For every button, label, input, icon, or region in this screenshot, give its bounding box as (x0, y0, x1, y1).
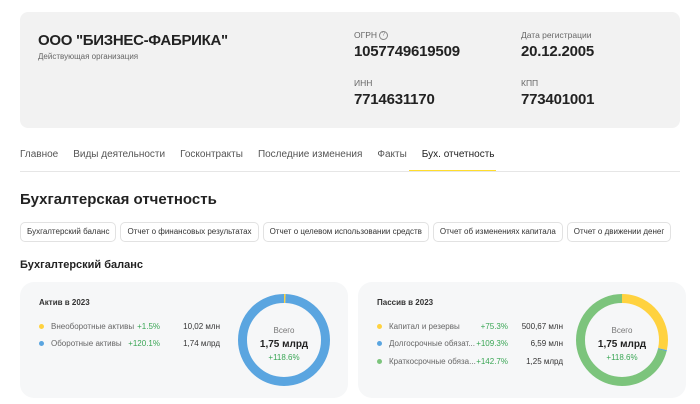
legend-amount: 10,02 млн (183, 321, 220, 331)
liabilities-card: Пассив в 2023 Капитал и резервы +75.3% 500… (358, 282, 686, 398)
legend-name: Внеоборотные активы (51, 321, 135, 331)
legend-dot-icon (377, 323, 382, 329)
tab-accounting[interactable]: Бух. отчетность (408, 149, 496, 172)
ogrn-value: 1057749619509 (354, 43, 460, 61)
legend-change: +142.7% (476, 356, 508, 366)
legend-amount: 1,74 млрд (183, 339, 220, 348)
tabs-divider (20, 171, 680, 172)
legend-dot-icon (39, 323, 44, 329)
inn-label: ИНН (354, 78, 373, 88)
donut-total-change: +118.6% (606, 353, 638, 362)
cash-flow-button[interactable]: Отчет о движении денег (566, 222, 672, 242)
legend-row: Долгосрочные обязат... +109.3% 6,59 млн (377, 338, 667, 350)
donut-segment[interactable] (576, 294, 668, 386)
tab-contracts[interactable]: Госконтракты (180, 149, 243, 160)
donut-chart: Всего 1,75 млрд +118.6% (576, 294, 668, 386)
company-name: ООО "БИЗНЕС-ФАБРИКА" (38, 32, 228, 49)
company-card: ООО "БИЗНЕС-ФАБРИКА" Действующая организ… (20, 12, 680, 128)
legend-change: +120.1% (128, 339, 160, 348)
legend-name: Капитал и резервы (389, 321, 460, 331)
subsection-title: Бухгалтерский баланс (20, 259, 144, 271)
legend-amount: 1,25 млрд (526, 356, 563, 366)
donut-total-label: Всего (273, 326, 295, 335)
reg-date-value: 20.12.2005 (521, 43, 595, 60)
legend-dot-icon (377, 358, 382, 364)
report-buttons: Бухгалтерский баланс Отчет о финансовых … (20, 222, 672, 242)
ogrn-label: ОГРН (354, 30, 378, 40)
donut-segment[interactable] (238, 294, 330, 386)
legend-row: Оборотные активы +120.1% 1,74 млрд (39, 338, 329, 350)
tab-main[interactable]: Главное (20, 149, 59, 160)
tabs: Главное Виды деятельности Госконтракты П… (20, 149, 496, 172)
legend-dot-icon (39, 341, 44, 346)
legend-row: Краткосрочные обяза... +142.7% 1,25 млрд (377, 355, 667, 367)
target-funds-button[interactable]: Отчет о целевом использовании средств (262, 222, 429, 242)
company-status: Действующая организация (38, 52, 139, 61)
legend-amount: 500,67 млн (521, 321, 563, 331)
legend-amount: 6,59 млн (530, 339, 563, 348)
donut-total: 1,75 млрд (597, 339, 647, 350)
inn-value: 7714631170 (354, 91, 435, 108)
legend-row: Капитал и резервы +75.3% 500,67 млн (377, 320, 667, 332)
donut-total: 1,75 млрд (259, 339, 309, 350)
tab-changes[interactable]: Последние изменения (257, 149, 363, 160)
legend-name: Долгосрочные обязат... (389, 339, 475, 348)
assets-card: Актив в 2023 Внеоборотные активы +1.5% 10,… (20, 282, 348, 398)
legend-name: Краткосрочные обяза... (389, 356, 476, 366)
legend-change: +1.5% (137, 321, 160, 331)
capital-changes-button[interactable]: Отчет об изменениях капитала (432, 222, 563, 242)
legend-change: +109.3% (476, 339, 508, 348)
legend-row: Внеоборотные активы +1.5% 10,02 млн (39, 320, 329, 332)
donut-chart: Всего 1,75 млрд +118.6% (238, 294, 330, 386)
kpp-label: КПП (521, 78, 539, 88)
donut-total-label: Всего (611, 326, 633, 335)
kpp-value: 773401001 (521, 91, 595, 108)
financial-results-button[interactable]: Отчет о финансовых результатах (120, 222, 259, 242)
tab-facts[interactable]: Факты (377, 149, 407, 160)
assets-title: Актив в 2023 (39, 298, 90, 307)
tab-activities[interactable]: Виды деятельности (73, 149, 166, 160)
legend-dot-icon (377, 341, 382, 346)
reg-date-label: Дата регистрации (521, 30, 592, 40)
liabilities-title: Пассив в 2023 (377, 298, 434, 307)
donut-total-change: +118.6% (268, 353, 300, 362)
balance-button[interactable]: Бухгалтерский баланс (20, 222, 117, 242)
legend-name: Оборотные активы (51, 339, 122, 348)
legend-change: +75.3% (480, 321, 508, 331)
help-icon[interactable]: ? (379, 31, 389, 41)
section-title: Бухгалтерская отчетность (20, 191, 217, 208)
